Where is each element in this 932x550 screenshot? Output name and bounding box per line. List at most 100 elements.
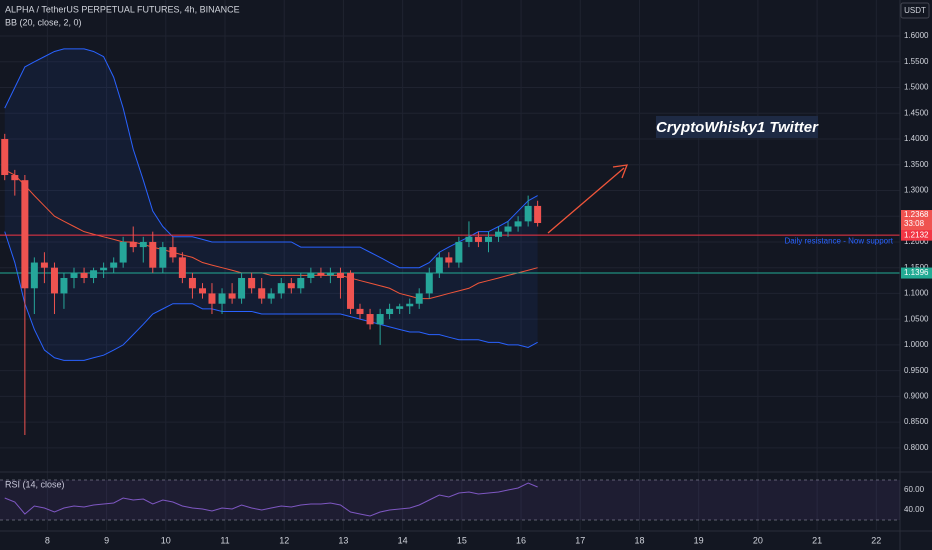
watermark-box	[656, 116, 818, 138]
candle-body	[445, 257, 453, 263]
candle-body	[514, 221, 522, 227]
candle-body	[159, 247, 167, 268]
x-tick-label: 9	[104, 535, 109, 545]
candle-body	[119, 241, 127, 263]
rsi-tick-label: 40.00	[904, 505, 925, 514]
y-tick-label: 1.2000	[904, 237, 929, 246]
candle-body	[425, 272, 433, 294]
candle-body	[110, 262, 118, 268]
candle-body	[406, 303, 414, 307]
currency: USDT	[904, 6, 926, 15]
candle-body	[415, 293, 423, 304]
y-tick-label: 1.5000	[904, 83, 929, 92]
x-tick-label: 20	[753, 535, 763, 545]
candle-body	[347, 272, 355, 309]
x-tick-label: 21	[812, 535, 822, 545]
y-tick-label: 1.1000	[904, 289, 929, 298]
y-tick-label: 1.3500	[904, 160, 929, 169]
y-tick-label: 1.5500	[904, 57, 929, 66]
y-tick-label: 1.4500	[904, 108, 929, 117]
candle-body	[21, 180, 29, 289]
candle-body	[326, 272, 334, 276]
candle-body	[465, 236, 473, 242]
candle-body	[11, 175, 19, 181]
indicator-legend: BB (20, close, 2, 0)	[5, 17, 82, 27]
x-tick-label: 22	[871, 535, 881, 545]
candle-body	[208, 293, 216, 304]
rsi-line	[4, 482, 538, 517]
x-tick-label: 19	[694, 535, 704, 545]
candle-body	[336, 272, 344, 278]
y-tick-label: 1.4000	[904, 134, 929, 143]
x-tick-label: 18	[634, 535, 644, 545]
band-line	[4, 48, 538, 269]
candle-body	[267, 293, 275, 299]
band-line	[4, 231, 538, 361]
annotation: Daily resistance - Now support	[785, 236, 894, 245]
rsi-tick-label: 60.00	[904, 485, 925, 494]
candle-body	[484, 236, 492, 242]
candle-body	[258, 288, 266, 299]
y-tick-label: 0.9500	[904, 366, 929, 375]
level-label: 1.1396	[904, 268, 929, 277]
band-fill	[4, 48, 538, 361]
candle-body	[474, 236, 482, 242]
last-price-tag	[901, 210, 932, 231]
x-tick-label: 13	[338, 535, 348, 545]
x-tick-label: 11	[220, 535, 229, 545]
candle-body	[139, 241, 147, 248]
y-tick-label: 1.1500	[904, 263, 929, 272]
candle-body	[356, 308, 364, 315]
candle-body	[100, 267, 108, 271]
y-tick-label: 1.0000	[904, 340, 929, 349]
x-tick-label: 8	[45, 535, 50, 545]
candle-body	[248, 277, 256, 289]
currency-box	[900, 2, 930, 19]
candle-body	[188, 277, 196, 289]
y-tick-label: 1.3000	[904, 186, 929, 195]
candle-body	[80, 272, 88, 278]
plot	[0, 48, 900, 517]
drawn-arrow	[547, 167, 625, 234]
watermark: CryptoWhisky1 Twitter	[656, 119, 819, 136]
candle-body	[435, 257, 443, 273]
level-label: 1.2132	[904, 230, 929, 239]
candle-body	[534, 205, 542, 224]
candle-body	[228, 293, 236, 299]
x-tick-label: 12	[279, 535, 289, 545]
candle-body	[524, 205, 532, 222]
candle-body	[90, 270, 98, 278]
candle-body	[129, 241, 137, 248]
candle-body	[455, 241, 463, 263]
y-tick-label: 1.0500	[904, 314, 929, 323]
countdown-label: 33:08	[904, 219, 925, 228]
level-tag	[901, 229, 932, 241]
candle-body	[30, 262, 38, 289]
candle-body	[504, 226, 512, 232]
x-tick-label: 14	[398, 535, 408, 545]
candle-body	[199, 288, 206, 294]
candle-body	[169, 247, 177, 258]
y-tick-label: 0.9000	[904, 391, 929, 400]
x-tick-label: 10	[161, 535, 171, 545]
candle-body	[178, 257, 186, 278]
y-tick-label: 1.6000	[904, 31, 929, 40]
level-tag	[901, 267, 932, 279]
candle-body	[317, 272, 325, 276]
candle-body	[40, 262, 48, 268]
candle-body	[149, 241, 157, 268]
candle-body	[366, 314, 374, 325]
y-tick-label: 0.8000	[904, 443, 929, 452]
candle-body	[1, 138, 9, 176]
candle-body	[70, 272, 78, 278]
arrow-head	[612, 164, 629, 179]
candle-body	[386, 308, 394, 315]
rsi-band-fill	[0, 480, 900, 520]
rsi-title: RSI (14, close)	[5, 479, 65, 489]
x-tick-label: 15	[457, 535, 467, 545]
y-tick-label: 0.8500	[904, 417, 929, 426]
candle-body	[50, 267, 58, 294]
